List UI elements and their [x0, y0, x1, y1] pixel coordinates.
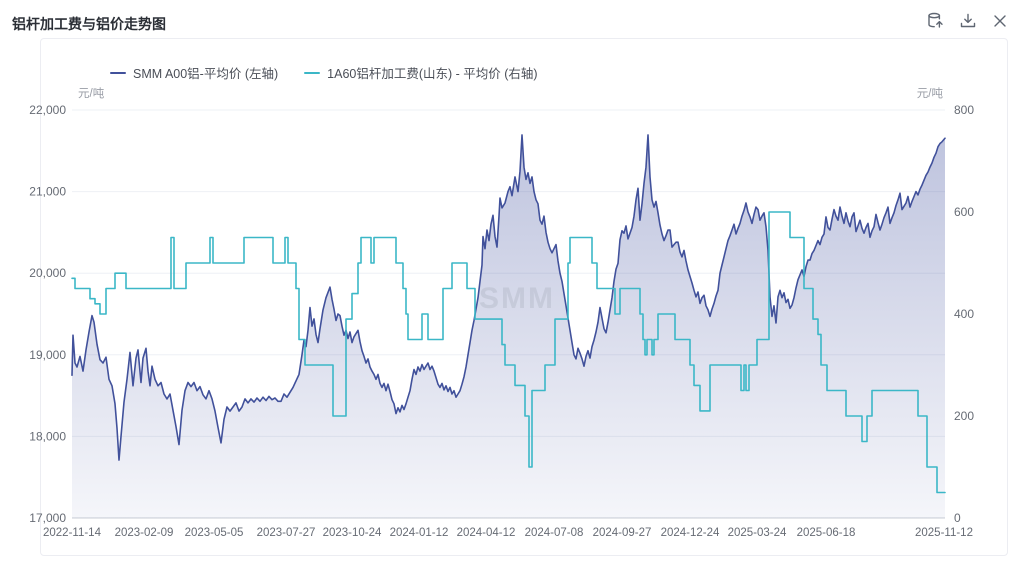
y-axis-label-left: 20,000 — [29, 266, 66, 280]
legend-label-fee: 1A60铝杆加工费(山东) - 平均价 (右轴) — [327, 67, 538, 81]
y-axis-label-right: 400 — [954, 307, 974, 321]
x-axis-label: 2023-07-27 — [257, 527, 316, 539]
legend-marker-price — [110, 71, 126, 74]
fee-line — [71, 211, 946, 494]
y-axis-label-right: 0 — [954, 511, 961, 525]
export-data-icon[interactable] — [926, 11, 946, 31]
x-axis-label: 2023-02-09 — [115, 527, 174, 539]
y-axis-label-left: 19,000 — [29, 348, 66, 362]
x-axis-label: 2024-09-27 — [593, 527, 652, 539]
legend: SMM A00铝-平均价 (左轴) 1A60铝杆加工费(山东) - 平均价 (右… — [110, 63, 538, 82]
y-axis-label-right: 200 — [954, 409, 974, 423]
x-axis-label: 2023-05-05 — [185, 527, 244, 539]
download-icon[interactable] — [958, 11, 978, 31]
x-axis-label: 2025-03-24 — [728, 527, 787, 539]
y-axis-label-right: 600 — [954, 205, 974, 219]
smm-watermark: SMM — [479, 282, 555, 315]
x-axis-label: 2025-06-18 — [797, 527, 856, 539]
page-title: 铝杆加工费与铝价走势图 — [12, 16, 166, 32]
x-axis-label: 2023-10-24 — [323, 527, 382, 539]
legend-item-fee[interactable]: 1A60铝杆加工费(山东) - 平均价 (右轴) — [304, 63, 538, 82]
right-axis-unit: 元/吨 — [917, 87, 944, 100]
toolbar — [926, 11, 1010, 31]
y-axis-label-left: 18,000 — [29, 429, 66, 443]
left-axis-unit: 元/吨 — [78, 87, 105, 100]
y-axis-label-left: 17,000 — [29, 511, 66, 525]
legend-label-price: SMM A00铝-平均价 (左轴) — [133, 67, 279, 81]
x-axis-label: 2022-11-14 — [43, 527, 102, 539]
y-axis-label-right: 800 — [954, 103, 974, 117]
legend-item-price[interactable]: SMM A00铝-平均价 (左轴) — [110, 63, 278, 82]
x-axis-label: 2024-07-08 — [525, 527, 584, 539]
close-icon[interactable] — [990, 11, 1010, 31]
x-axis-label: 2025-11-12 — [915, 527, 973, 539]
y-axis-label-left: 21,000 — [29, 185, 66, 199]
y-axis-label-left: 22,000 — [29, 103, 66, 117]
x-axis-label: 2024-01-12 — [390, 527, 449, 539]
legend-marker-fee — [304, 71, 321, 74]
price-area — [72, 134, 945, 518]
x-axis-label: 2024-04-12 — [457, 527, 516, 539]
x-axis-label: 2024-12-24 — [661, 527, 720, 539]
price-line — [71, 134, 946, 461]
